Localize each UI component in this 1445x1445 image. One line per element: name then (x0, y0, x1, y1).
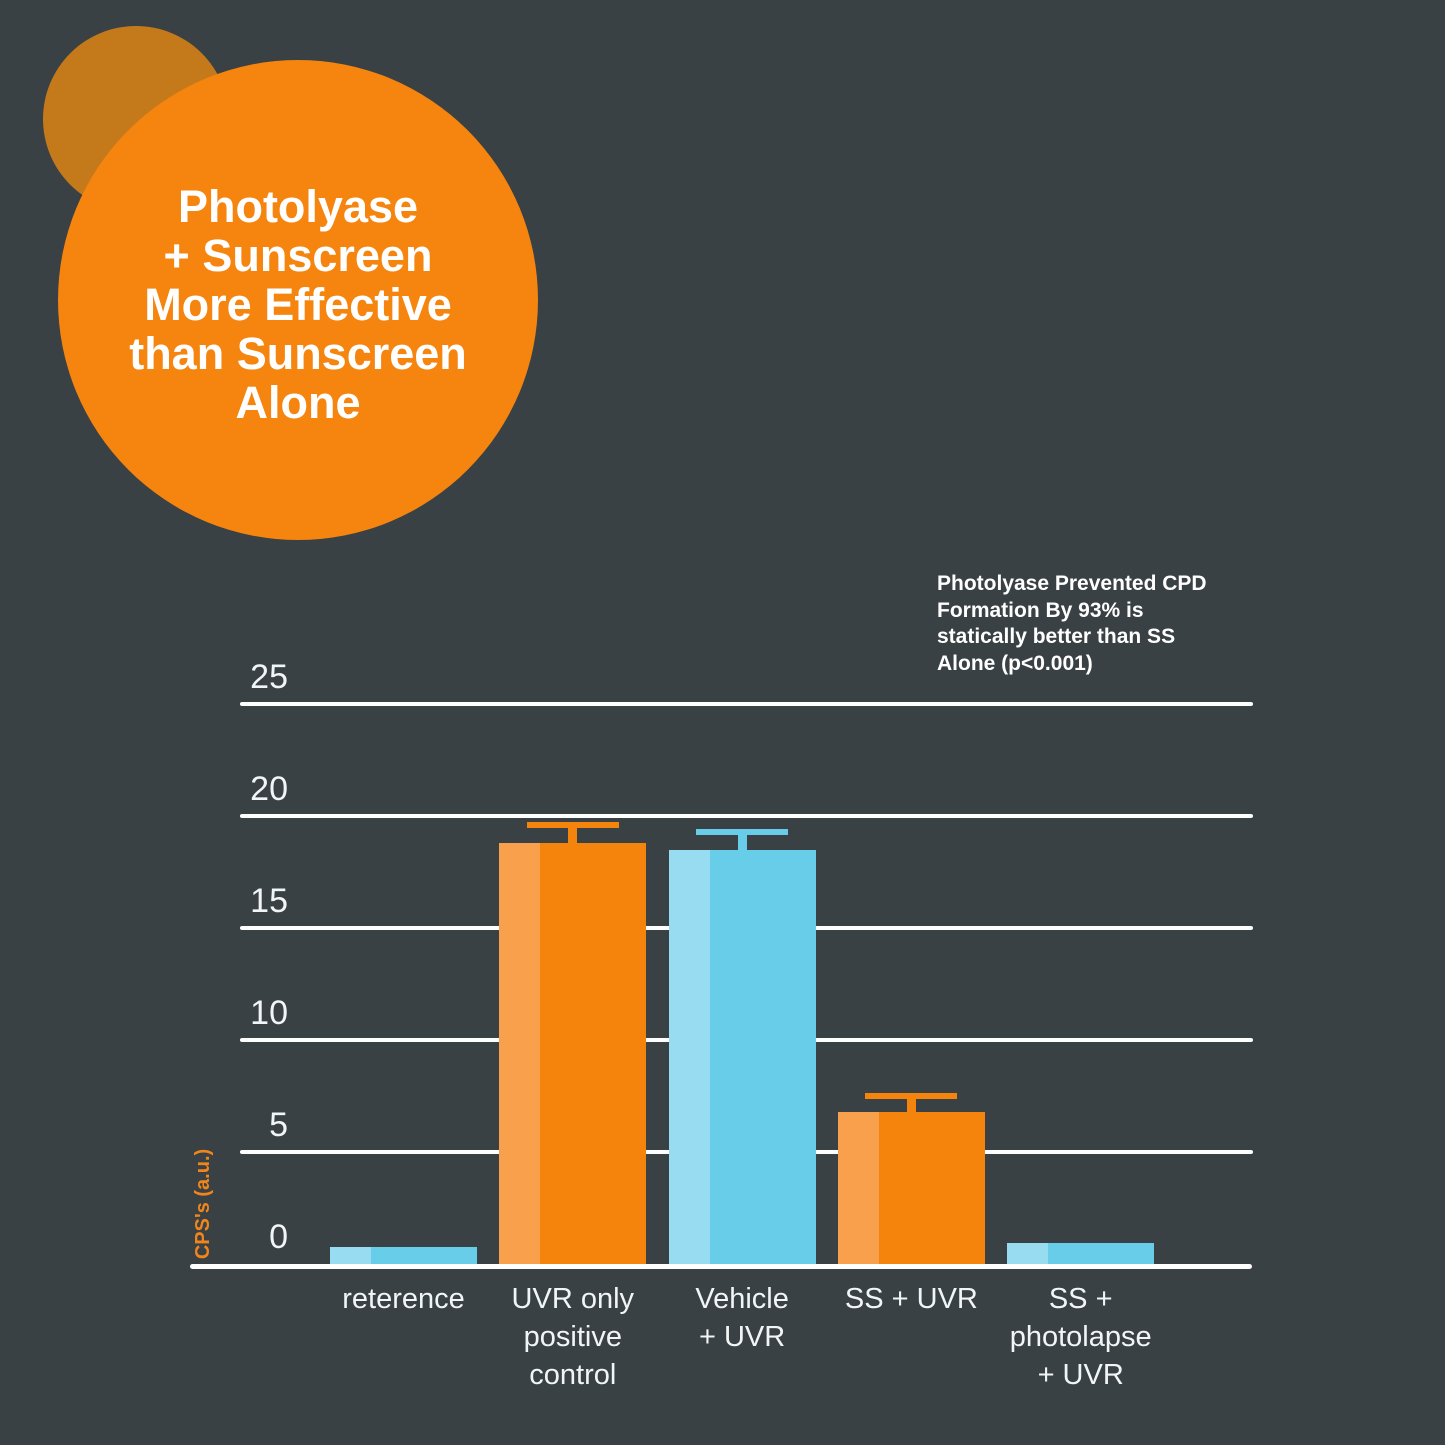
title-line: Alone (235, 376, 361, 428)
bar-5 (1007, 1242, 1155, 1264)
x-axis-line (190, 1264, 1252, 1269)
y-tick-label-5: 5 (269, 1106, 288, 1144)
error-bar-stem-3 (737, 831, 747, 852)
y-tick-label-0: 0 (269, 1218, 288, 1256)
page-title: Photolyase + Sunscreen More Effective th… (129, 182, 467, 427)
gridline-20 (240, 814, 1253, 818)
category-label-4: SS + UVR (844, 1283, 978, 1315)
significance-annotation: Photolyase Prevented CPD Formation By 93… (937, 571, 1297, 677)
category-label-5: SS + photolapse + UVR (1009, 1283, 1152, 1391)
annotation-line: statically better than SS (937, 625, 1176, 648)
y-tick-label-20: 20 (250, 770, 288, 808)
title-badge: Photolyase + Sunscreen More Effective th… (58, 60, 538, 540)
annotation-line: Photolyase Prevented CPD (937, 572, 1207, 595)
title-line: Photolyase (177, 180, 419, 232)
bar-1 (330, 1247, 477, 1264)
gridline-25 (240, 702, 1253, 706)
y-tick-label-25: 25 (250, 658, 288, 696)
error-bar-stem-4 (906, 1096, 916, 1114)
bar-4 (837, 1111, 985, 1264)
category-label-3: Vehicle + UVR (695, 1283, 789, 1353)
bar-3 (668, 849, 816, 1264)
category-label-1: reterence (342, 1283, 465, 1315)
error-bar-stem-2 (568, 824, 578, 845)
title-line: + Sunscreen (163, 229, 433, 281)
title-line: than Sunscreen (129, 327, 467, 379)
y-tick-label-10: 10 (250, 994, 288, 1032)
annotation-line: Alone (p<0.001) (937, 651, 1093, 675)
title-line: More Effective (144, 278, 452, 330)
bar-2 (499, 842, 647, 1264)
category-label-2: UVR only positive control (511, 1283, 635, 1391)
annotation-line: Formation By 93% is (937, 598, 1144, 622)
y-tick-label-15: 15 (250, 882, 288, 920)
